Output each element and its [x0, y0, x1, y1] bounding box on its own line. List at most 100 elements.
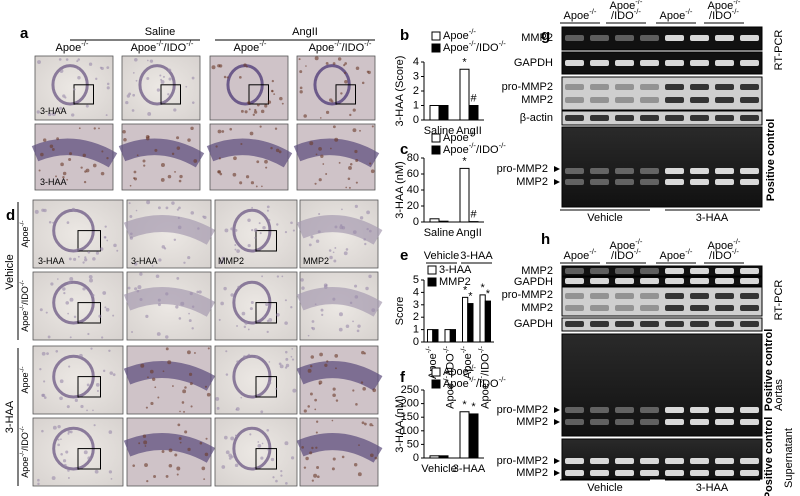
cell — [142, 159, 146, 163]
cell — [218, 157, 221, 160]
cell — [316, 420, 319, 423]
label: β-actin — [520, 112, 553, 124]
cell — [246, 65, 248, 68]
cell — [291, 348, 294, 350]
label: Positive control — [763, 417, 775, 496]
band — [590, 278, 609, 284]
label: MMP2 — [521, 94, 553, 106]
legend-label: 3-HAA — [439, 264, 472, 276]
vessel-wall — [296, 433, 383, 463]
cell — [228, 456, 232, 460]
cell — [133, 170, 137, 174]
label: Apoe-/- — [660, 7, 693, 22]
cell — [366, 227, 369, 231]
cell — [180, 301, 185, 306]
legend-label: Apoe-/-/IDO-/- — [443, 375, 506, 390]
cell — [126, 94, 131, 98]
cell — [62, 287, 66, 291]
cell — [167, 68, 172, 73]
label: Apoe-/- — [610, 237, 643, 252]
inset-box — [77, 448, 101, 470]
bar — [462, 296, 469, 343]
label: Apoe-/- — [660, 247, 693, 262]
cell — [365, 286, 369, 291]
cell — [303, 409, 307, 413]
band — [615, 470, 634, 476]
cell — [299, 86, 303, 90]
cell — [341, 455, 345, 459]
x-tick-label: AngII — [456, 227, 482, 239]
cell — [233, 156, 237, 161]
cell — [51, 148, 55, 151]
cell — [343, 64, 346, 67]
cell — [87, 456, 92, 461]
cell — [322, 163, 325, 165]
cell — [191, 76, 195, 80]
cell — [74, 398, 78, 403]
cell — [235, 434, 238, 438]
y-tick-label: 60 — [407, 168, 419, 180]
cell — [189, 292, 193, 296]
cell — [65, 450, 69, 454]
cell — [357, 324, 361, 328]
cell — [67, 469, 70, 472]
y-tick-label: 100 — [401, 425, 419, 437]
y-tick-label: 3 — [413, 70, 419, 82]
band — [715, 179, 734, 185]
cell — [224, 228, 229, 233]
cell — [236, 249, 240, 253]
cell — [316, 475, 320, 479]
vessel-wall — [296, 215, 383, 245]
cell — [161, 245, 166, 249]
bar — [429, 455, 440, 459]
cell — [243, 355, 247, 359]
cell — [80, 166, 83, 169]
panel-label: c — [400, 141, 408, 158]
cell — [221, 465, 226, 469]
cell — [191, 101, 195, 104]
cell — [77, 255, 80, 258]
band — [565, 60, 584, 66]
cell — [338, 161, 341, 164]
cell — [237, 285, 241, 289]
bar — [438, 220, 449, 223]
cell — [77, 67, 80, 70]
cell — [243, 325, 247, 329]
cell — [363, 422, 367, 426]
band — [615, 321, 634, 327]
cell — [147, 376, 149, 379]
band — [640, 419, 659, 425]
cell — [66, 178, 69, 181]
cell — [284, 441, 289, 446]
cell — [147, 59, 149, 62]
cell — [314, 56, 319, 61]
cell — [275, 479, 278, 483]
cell — [345, 324, 350, 328]
cell — [41, 429, 44, 433]
band — [615, 35, 634, 41]
cell — [261, 442, 264, 445]
label: 3-HAA — [38, 256, 65, 266]
cell — [95, 77, 98, 81]
cell — [143, 440, 148, 445]
cell — [319, 117, 322, 119]
cell — [204, 452, 209, 457]
y-tick-label: 2 — [413, 311, 419, 323]
label: Apoe-/-/IDO-/- — [309, 39, 372, 54]
cell — [292, 388, 297, 393]
band — [715, 470, 734, 476]
cell — [60, 453, 63, 456]
cell — [280, 469, 283, 473]
cell — [69, 152, 73, 156]
cell — [187, 256, 191, 260]
cell — [229, 127, 233, 131]
cell — [106, 86, 110, 90]
band — [590, 305, 609, 311]
band — [615, 268, 634, 274]
cell — [369, 423, 373, 427]
cell — [190, 211, 195, 215]
label: MMP2 — [218, 256, 244, 266]
cell — [344, 62, 347, 65]
arrowhead — [554, 407, 560, 413]
cell — [278, 150, 282, 154]
